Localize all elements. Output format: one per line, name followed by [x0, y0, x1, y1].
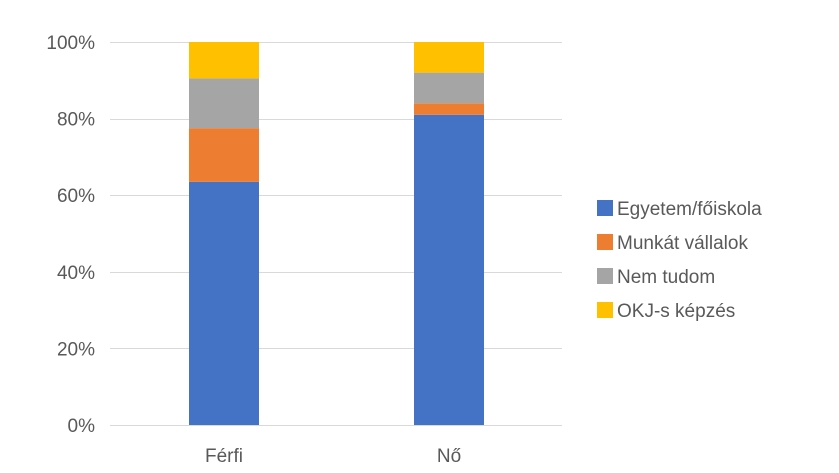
y-axis-tick-labels: 0% 20% 40% 60% 80% 100%: [46, 33, 95, 437]
bar-segment-ferfi-1: [189, 128, 259, 182]
y-tick-label: 20%: [57, 339, 95, 360]
legend-swatch: [597, 234, 613, 250]
legend: Egyetem/főiskola Munkát vállalok Nem tudom…: [597, 199, 762, 322]
y-tick-label: 40%: [57, 263, 95, 284]
bar-segment-no-3: [414, 42, 484, 73]
legend-swatch: [597, 268, 613, 284]
x-axis-category-labels: Férfi Nő: [205, 446, 461, 467]
bar-segment-no-1: [414, 103, 484, 115]
y-tick-label: 80%: [57, 110, 95, 131]
bar-segment-no-2: [414, 72, 484, 104]
y-tick-label: 60%: [57, 186, 95, 207]
legend-label: Nem tudom: [617, 267, 715, 288]
legend-label: OKJ-s képzés: [617, 301, 735, 322]
legend-swatch: [597, 302, 613, 318]
bar-segment-no-0: [414, 114, 484, 426]
x-category-label: Nő: [437, 446, 461, 467]
bars: [189, 42, 484, 426]
legend-label: Egyetem/főiskola: [617, 199, 762, 220]
bar-segment-ferfi-3: [189, 42, 259, 79]
y-tick-label: 100%: [46, 33, 95, 54]
legend-label: Munkát vállalok: [617, 233, 748, 254]
y-tick-label: 0%: [68, 416, 96, 437]
bar-segment-ferfi-2: [189, 78, 259, 129]
bar-segment-ferfi-0: [189, 181, 259, 425]
legend-swatch: [597, 200, 613, 216]
gridlines: [110, 42, 562, 426]
x-category-label: Férfi: [205, 446, 243, 467]
